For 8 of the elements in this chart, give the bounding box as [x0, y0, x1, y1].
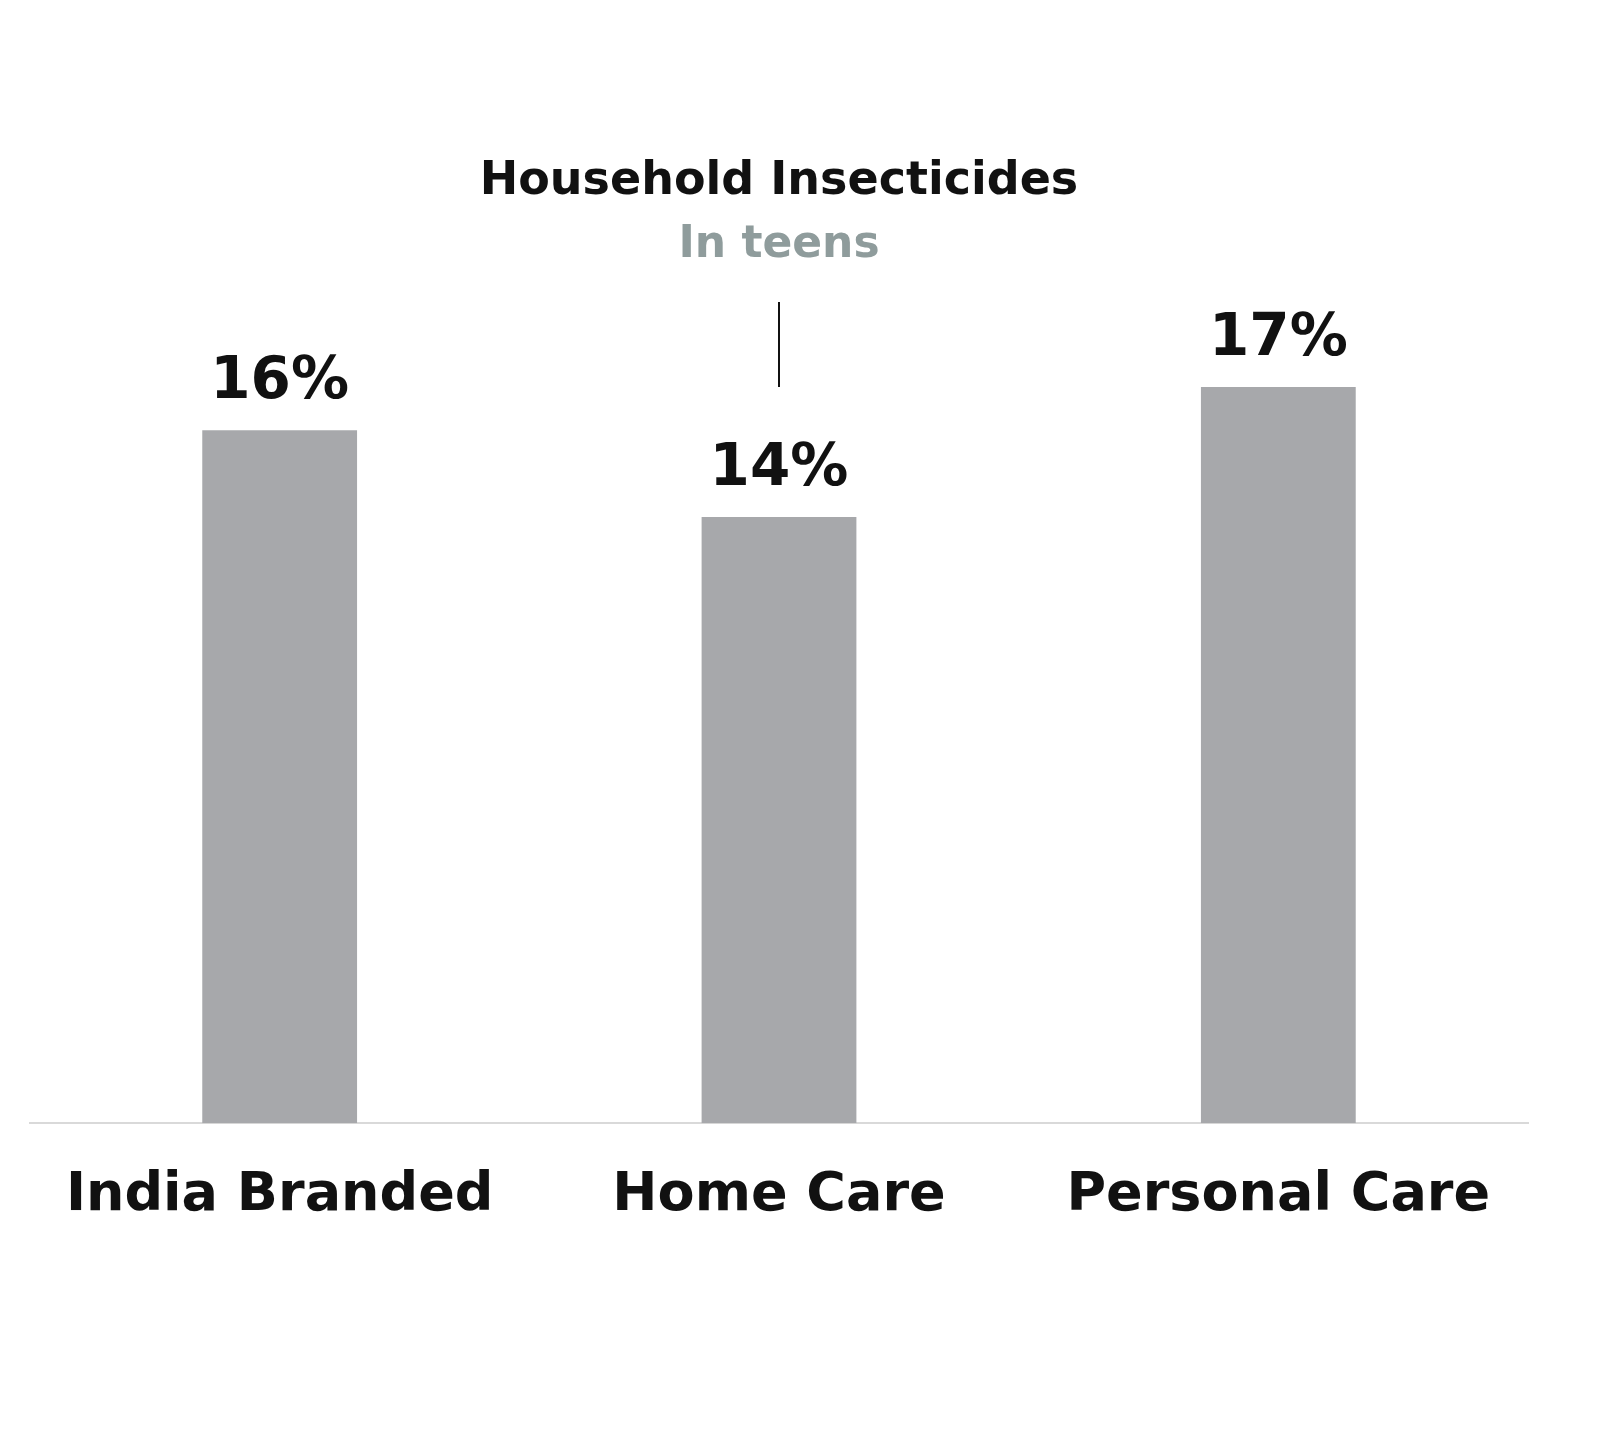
x-tick-label: India Branded: [65, 1159, 494, 1223]
data-label: 14%: [709, 430, 849, 499]
data-label: 16%: [210, 344, 350, 413]
data-label: 17%: [1208, 301, 1348, 370]
x-tick-label: Home Care: [612, 1159, 946, 1223]
x-tick-label: Personal Care: [1066, 1159, 1491, 1223]
text: In teens: [678, 216, 880, 268]
text: Household Insecticides: [479, 150, 1079, 205]
